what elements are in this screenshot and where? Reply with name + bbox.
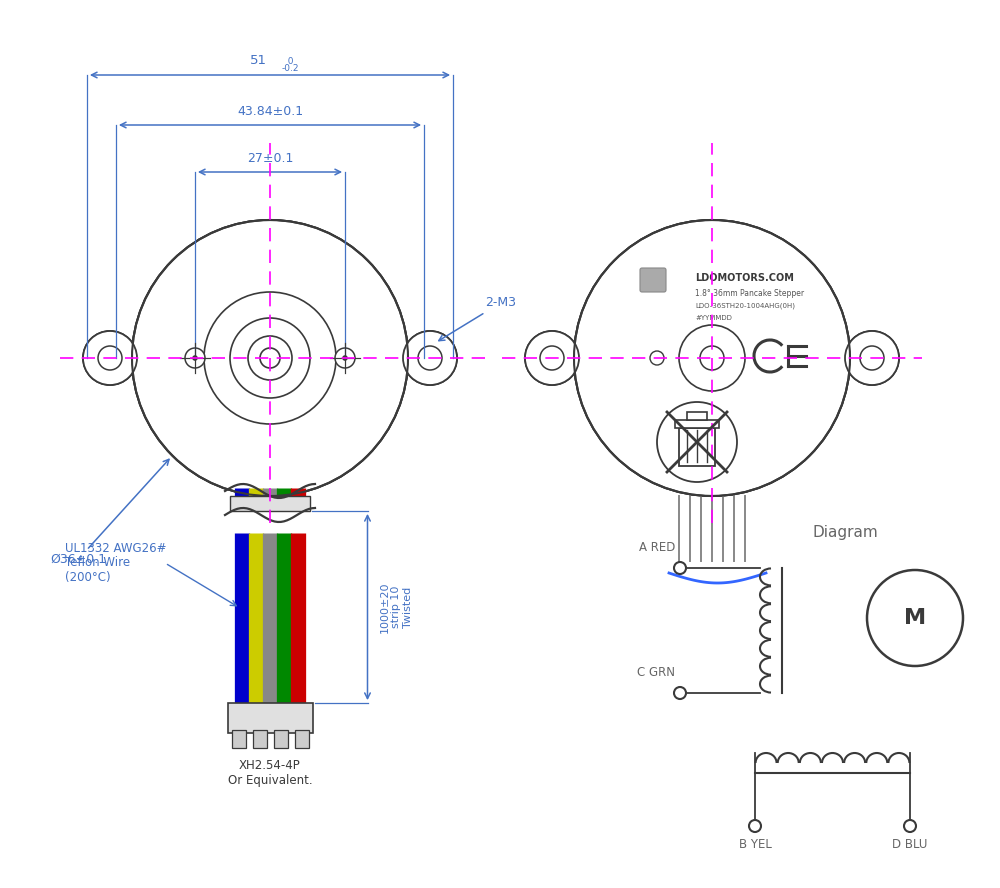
Text: B YEL: B YEL [739,838,771,851]
Circle shape [342,355,348,361]
Text: Ø36±0.1: Ø36±0.1 [50,459,169,566]
Circle shape [674,562,686,574]
Text: LDO-36STH20-1004AHG(0H): LDO-36STH20-1004AHG(0H) [695,303,795,309]
Text: XH2.54-4P
Or Equivalent.: XH2.54-4P Or Equivalent. [228,759,312,787]
Text: D BLU: D BLU [892,838,928,851]
Circle shape [185,348,205,368]
Text: 0: 0 [282,57,294,66]
Text: M: M [904,608,926,628]
Circle shape [904,820,916,832]
Circle shape [525,331,579,385]
Circle shape [132,220,408,496]
Text: 43.84±0.1: 43.84±0.1 [237,105,303,118]
Circle shape [525,331,579,385]
Bar [252,730,266,748]
Bar [294,730,308,748]
Text: 1.8° 36mm Pancake Stepper: 1.8° 36mm Pancake Stepper [695,289,804,298]
Circle shape [132,220,408,496]
Text: UL1332 AWG26#
Teflon Wire
(200°C): UL1332 AWG26# Teflon Wire (200°C) [65,542,166,584]
Bar [232,730,246,748]
Text: 27±0.1: 27±0.1 [247,152,293,165]
Circle shape [403,331,457,385]
Circle shape [574,220,850,496]
Circle shape [403,331,457,385]
Circle shape [674,687,686,699]
Circle shape [845,331,899,385]
Circle shape [192,355,198,361]
Text: A RED: A RED [639,541,675,554]
Bar [230,496,310,511]
Text: -0.2: -0.2 [282,64,300,73]
Bar [679,428,715,466]
Text: C GRN: C GRN [637,666,675,679]
Text: Diagram: Diagram [812,526,878,541]
Bar [687,412,707,420]
FancyBboxPatch shape [640,268,666,292]
Circle shape [83,331,137,385]
Bar [675,420,719,428]
Circle shape [540,346,564,370]
Text: 51: 51 [250,54,266,67]
Text: #YYMMDD: #YYMMDD [695,315,732,321]
Circle shape [867,570,963,666]
Text: 2-M3: 2-M3 [439,297,516,341]
Circle shape [83,331,137,385]
Bar [274,730,288,748]
Bar [228,703,312,733]
Circle shape [98,346,122,370]
Circle shape [679,325,745,391]
Circle shape [418,346,442,370]
Text: LDOMOTORS.COM: LDOMOTORS.COM [695,273,794,283]
Circle shape [574,220,850,496]
Circle shape [845,331,899,385]
Circle shape [749,820,761,832]
Circle shape [860,346,884,370]
Circle shape [335,348,355,368]
Text: 1000±20
strip 10
Twisted: 1000±20 strip 10 Twisted [380,582,413,633]
